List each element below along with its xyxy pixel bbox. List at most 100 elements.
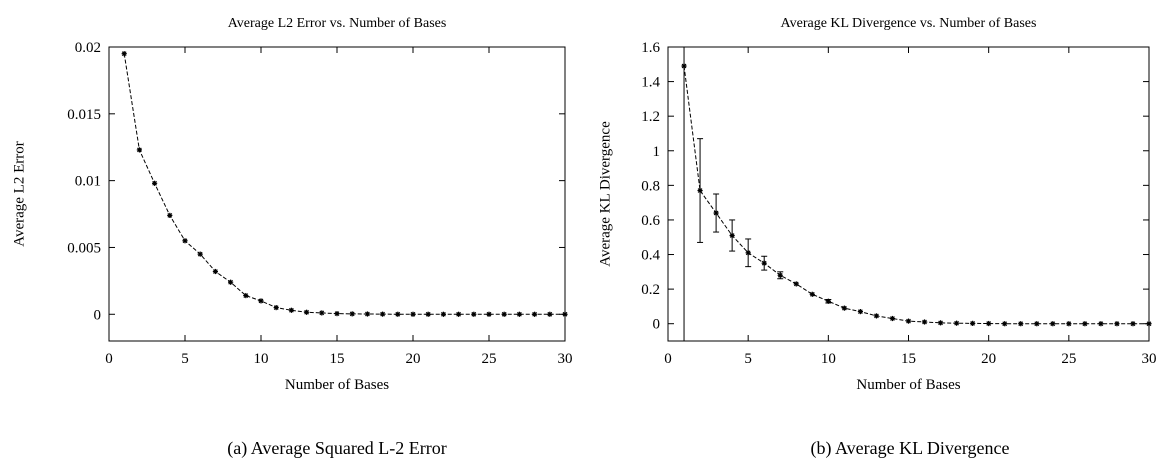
data-point-stroke [890, 316, 895, 321]
data-point [258, 298, 264, 304]
chart-title: Average L2 Error vs. Number of Bases [228, 16, 447, 31]
data-point-stroke [922, 319, 927, 325]
data-point-stroke [137, 147, 142, 153]
data-point [501, 311, 507, 317]
data-point-stroke [1034, 321, 1040, 327]
data-point-stroke [729, 233, 735, 238]
data-point-stroke [517, 311, 522, 317]
series-line [123, 53, 565, 315]
data-point [547, 311, 553, 317]
x-tick-label: 5 [181, 351, 189, 367]
data-point [1018, 321, 1024, 327]
data-point [809, 291, 815, 297]
x-tick-label: 25 [1061, 351, 1076, 367]
x-tick-label: 0 [664, 351, 672, 367]
data-point-stroke [777, 272, 783, 278]
data-point-stroke [501, 311, 507, 317]
chart-marks: 0 5 10 15 20 25 30 0 0.2 0.4 0.6 0.8 1 1.2 1.4 1.6 [641, 40, 1156, 367]
data-point-stroke [547, 311, 553, 317]
data-point-stroke [532, 311, 537, 317]
data-point [873, 313, 880, 319]
data-point [1066, 321, 1072, 327]
data-point-stroke [152, 180, 157, 186]
data-point [761, 260, 767, 266]
data-point [954, 320, 960, 326]
data-point [970, 320, 976, 326]
y-axis-label: Average L2 Error [11, 141, 27, 247]
data-point [136, 147, 142, 153]
data-point-stroke [425, 311, 431, 317]
x-axis-label: Number of Bases [285, 377, 389, 393]
data-point [889, 315, 896, 322]
data-point-stroke [970, 320, 976, 326]
data-point [1002, 321, 1008, 327]
data-point-stroke [243, 293, 249, 298]
data-point [1034, 321, 1040, 327]
data-point [921, 319, 928, 325]
data-point-stroke [304, 309, 309, 315]
data-point-stroke [858, 309, 863, 314]
plot-frame [108, 46, 566, 342]
data-point [182, 238, 188, 244]
y-tick-label: 0.8 [641, 178, 660, 194]
y-tick-label: 0.4 [641, 248, 660, 264]
data-point-stroke [841, 305, 847, 311]
data-point [825, 298, 831, 304]
data-point-stroke [182, 238, 188, 244]
data-point [273, 304, 279, 311]
data-point [1146, 321, 1152, 327]
y-tick-label: 1.6 [641, 40, 660, 56]
series-line [683, 65, 1149, 325]
y-tick-label: 0.005 [67, 240, 101, 256]
x-tick-label: 10 [254, 351, 269, 367]
data-point [532, 311, 538, 317]
y-tick-label: 1.2 [641, 109, 660, 125]
data-point [857, 309, 863, 315]
data-point [841, 305, 847, 311]
data-point-stroke [1002, 321, 1008, 327]
y-tick-label: 0.2 [641, 282, 660, 298]
data-point-stroke [349, 311, 355, 317]
data-point-stroke [471, 311, 477, 317]
data-point-stroke [809, 291, 815, 297]
x-tick-label: 15 [330, 351, 345, 367]
data-point [349, 311, 355, 317]
data-point [745, 250, 751, 256]
x-tick-label: 25 [482, 351, 497, 367]
data-point-stroke [986, 321, 992, 326]
data-point-stroke [954, 320, 959, 326]
data-point-stroke [1066, 321, 1072, 327]
data-point [243, 292, 249, 299]
x-axis-label: Number of Bases [856, 377, 960, 393]
data-point-stroke [456, 311, 461, 317]
data-point-stroke [906, 318, 911, 324]
data-point-stroke [395, 311, 401, 317]
data-point-stroke [1146, 321, 1152, 327]
data-point [937, 320, 944, 326]
data-point [152, 180, 158, 186]
data-point-stroke [258, 298, 264, 304]
y-tick-label: 0.02 [75, 40, 101, 56]
data-point-stroke [1082, 321, 1088, 327]
data-point [1130, 321, 1136, 327]
y-tick-label: 1.4 [641, 75, 660, 91]
data-point [1050, 321, 1056, 327]
figure-caption: (b) Average KL Divergence [810, 438, 1009, 459]
x-tick-label: 20 [981, 351, 996, 367]
data-point [212, 268, 218, 275]
x-tick-label: 10 [821, 351, 836, 367]
data-point [681, 63, 687, 69]
data-point [304, 309, 310, 315]
data-point [1098, 321, 1104, 327]
data-point-stroke [380, 311, 385, 317]
data-point-stroke [825, 298, 831, 304]
data-point [425, 311, 431, 317]
data-point-stroke [1130, 321, 1136, 327]
y-axis-label: Average KL Divergence [597, 121, 613, 267]
data-point [334, 311, 340, 317]
data-point-stroke [761, 260, 767, 266]
data-point [697, 187, 703, 194]
data-point-stroke [334, 311, 340, 316]
data-point [364, 311, 370, 317]
